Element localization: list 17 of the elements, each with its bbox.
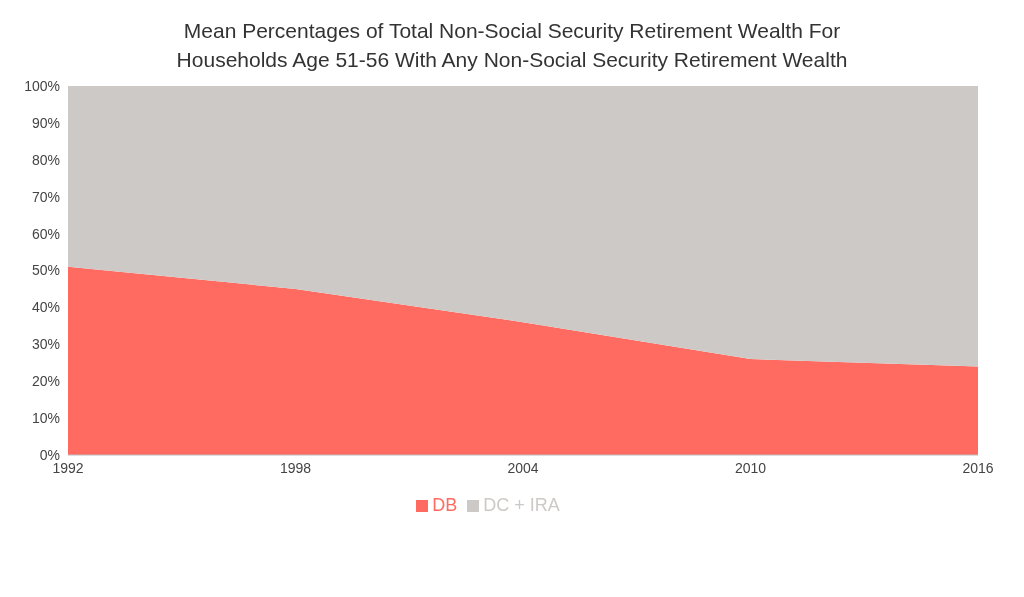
y-tick-label: 20% bbox=[31, 373, 60, 390]
y-tick-label: 50% bbox=[31, 262, 60, 279]
y-tick-label: 80% bbox=[31, 151, 60, 168]
y-tick-label: 30% bbox=[31, 336, 60, 353]
y-tick-label: 100% bbox=[24, 77, 60, 94]
chart-title: Mean Percentages of Total Non-Social Security Retirement Wealth For Households Age 51-56 With Any Non-Social Security Retirement Wealth bbox=[175, 18, 849, 73]
x-tick-label: 1998 bbox=[279, 459, 312, 476]
x-tick-label: 2010 bbox=[734, 459, 767, 476]
y-tick-label: 10% bbox=[31, 410, 60, 427]
legend-label: DB bbox=[432, 495, 458, 515]
x-tick-label: 2016 bbox=[962, 459, 994, 476]
y-tick-label: 90% bbox=[31, 114, 60, 131]
y-tick-label: 60% bbox=[31, 225, 60, 242]
y-tick-label: 70% bbox=[31, 188, 60, 205]
x-tick-label: 2004 bbox=[507, 459, 539, 476]
legend-label: DC + IRA bbox=[483, 495, 560, 515]
y-tick-label: 40% bbox=[31, 299, 60, 316]
